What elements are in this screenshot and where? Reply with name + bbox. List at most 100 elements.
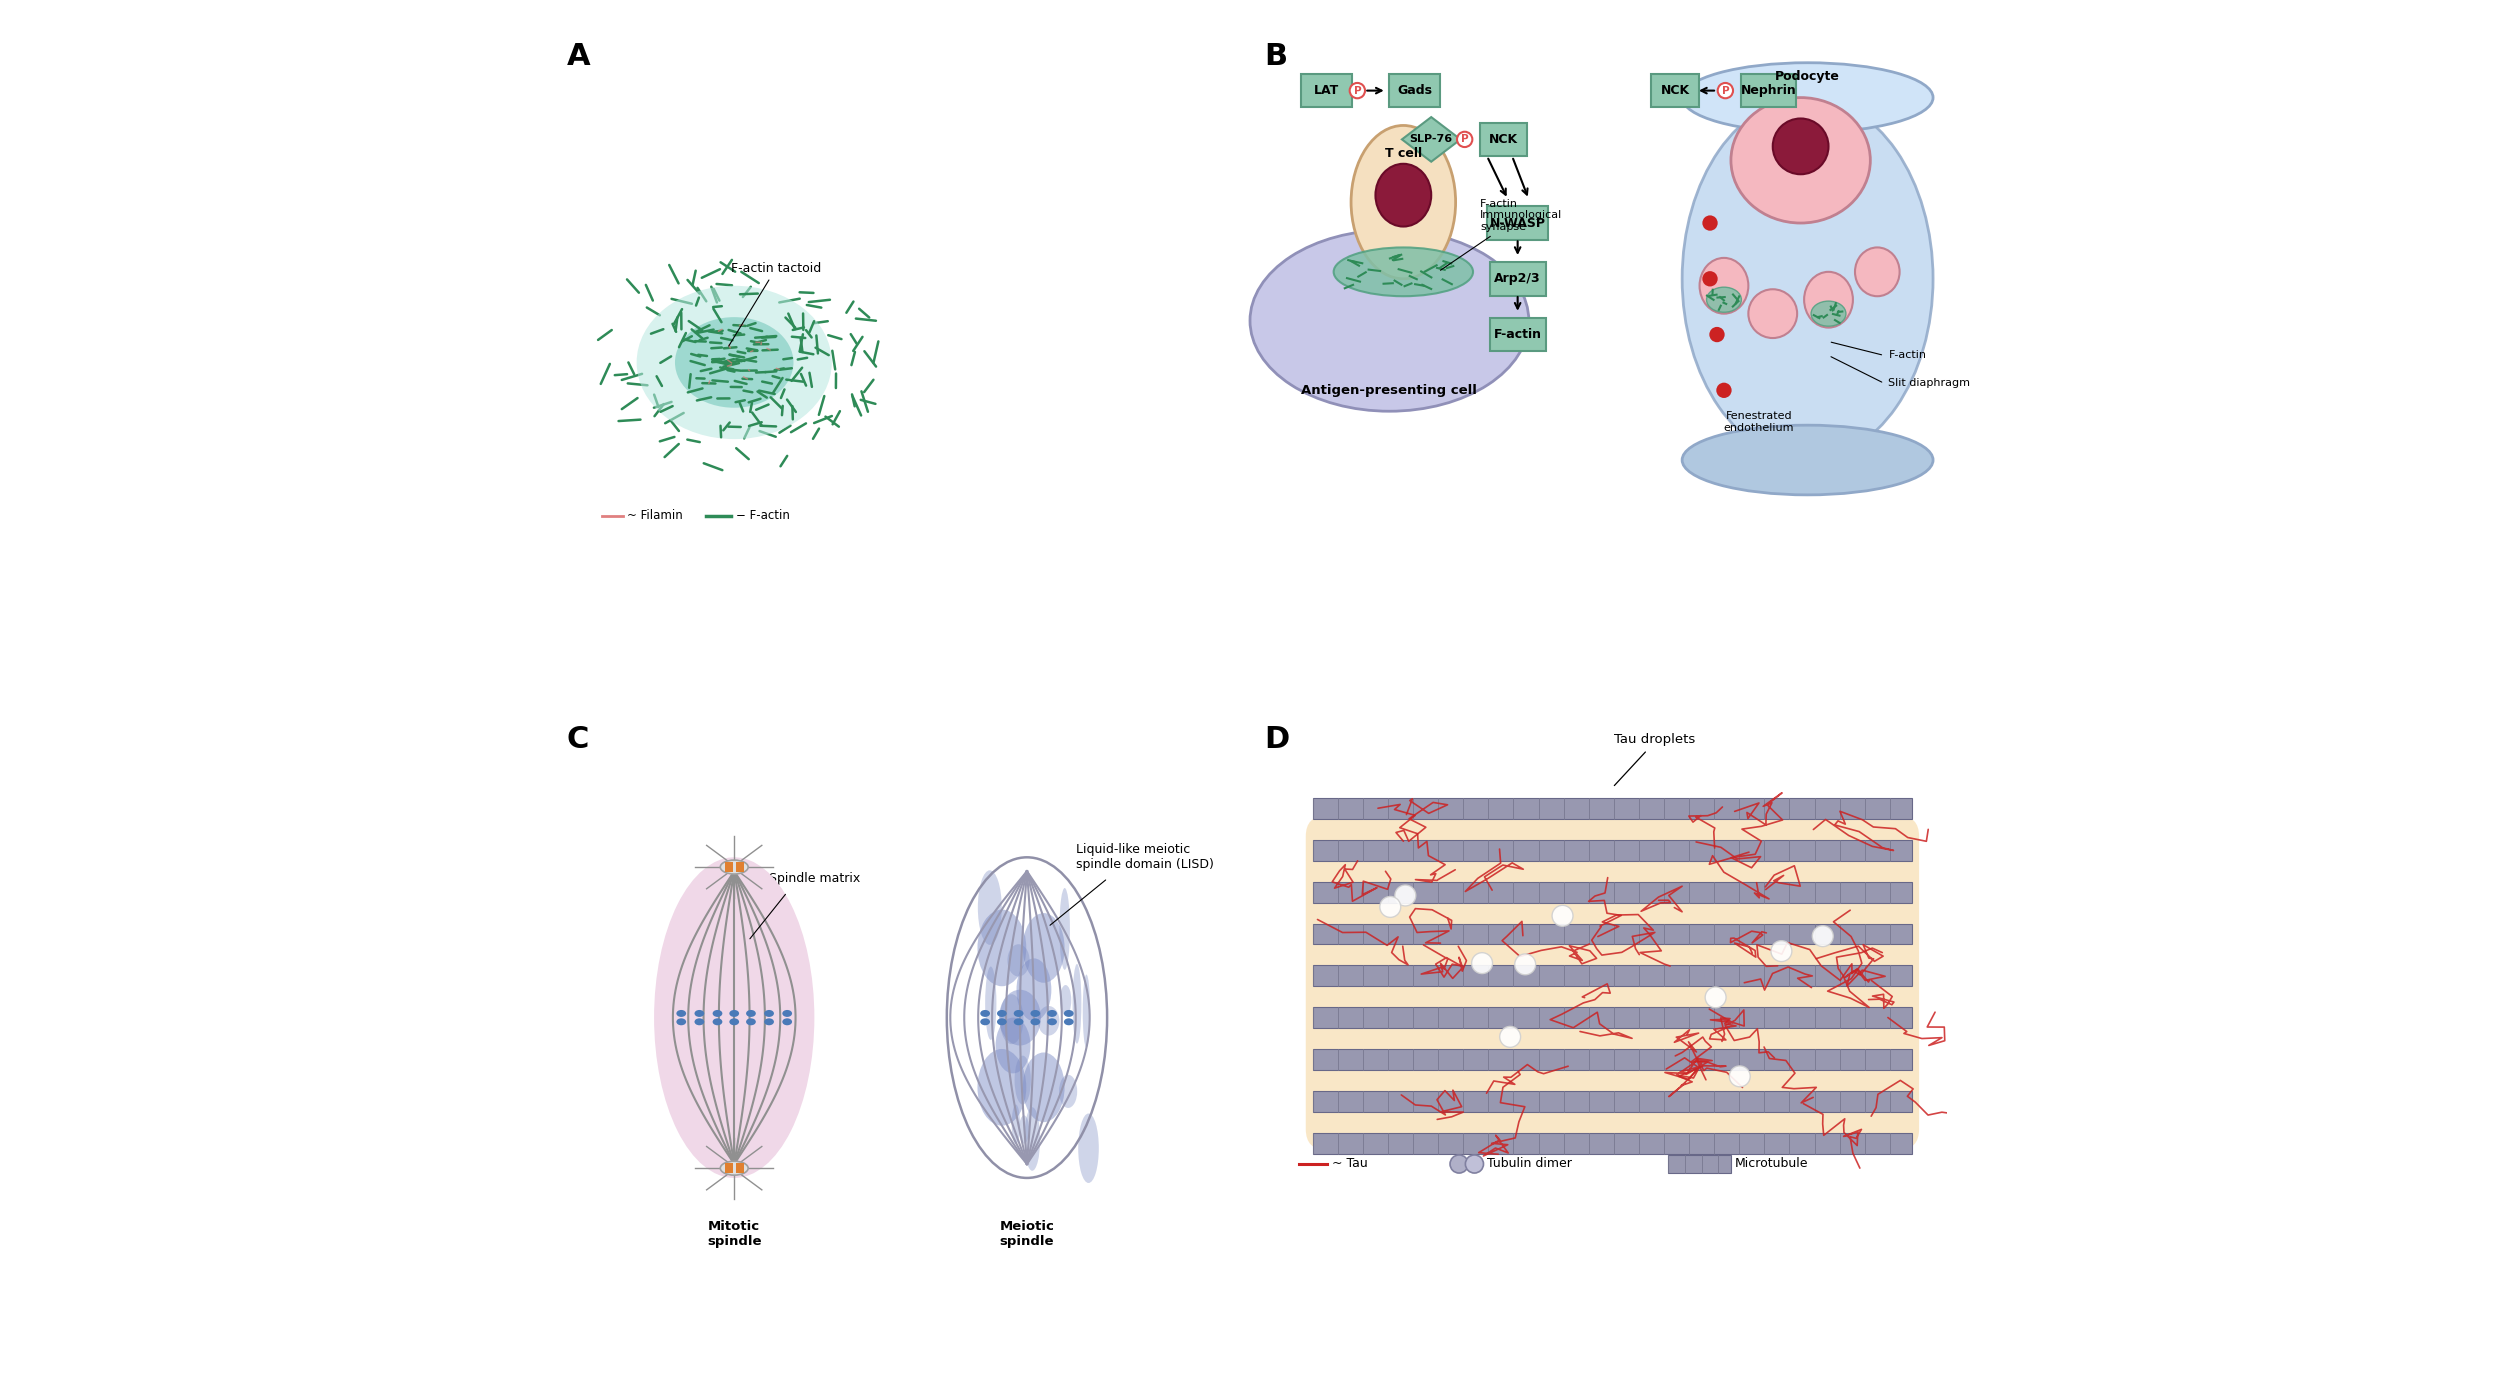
Circle shape bbox=[1515, 953, 1535, 974]
FancyBboxPatch shape bbox=[1740, 74, 1797, 107]
Ellipse shape bbox=[1805, 272, 1852, 328]
FancyBboxPatch shape bbox=[1312, 965, 1912, 987]
Text: Antigen-presenting cell: Antigen-presenting cell bbox=[1302, 383, 1478, 397]
Text: P: P bbox=[1460, 134, 1468, 145]
Ellipse shape bbox=[1025, 1107, 1040, 1171]
Ellipse shape bbox=[1730, 98, 1870, 223]
Ellipse shape bbox=[1015, 1055, 1030, 1104]
FancyBboxPatch shape bbox=[1652, 74, 1700, 107]
Ellipse shape bbox=[1810, 301, 1845, 326]
Bar bbox=[735, 1163, 742, 1174]
Text: − F-actin: − F-actin bbox=[735, 509, 790, 523]
Circle shape bbox=[1703, 270, 1718, 286]
Ellipse shape bbox=[1022, 1052, 1065, 1122]
Bar bbox=[725, 1163, 732, 1174]
Ellipse shape bbox=[978, 1048, 1028, 1126]
Text: Slit diaphragm: Slit diaphragm bbox=[1888, 378, 1970, 389]
Ellipse shape bbox=[720, 860, 748, 874]
Circle shape bbox=[1770, 941, 1792, 962]
Circle shape bbox=[1703, 215, 1718, 230]
Circle shape bbox=[1500, 1026, 1520, 1047]
Ellipse shape bbox=[1700, 258, 1748, 314]
Ellipse shape bbox=[1060, 986, 1072, 1015]
Text: Liquid-like meiotic
spindle domain (LISD): Liquid-like meiotic spindle domain (LISD… bbox=[1075, 843, 1212, 871]
Ellipse shape bbox=[1855, 247, 1900, 296]
Circle shape bbox=[1552, 905, 1572, 926]
Circle shape bbox=[1812, 926, 1832, 947]
Text: F-actin tactoid: F-actin tactoid bbox=[728, 262, 820, 346]
Text: Nephrin: Nephrin bbox=[1740, 84, 1797, 98]
Ellipse shape bbox=[1332, 247, 1472, 296]
Ellipse shape bbox=[1000, 994, 1022, 1044]
FancyBboxPatch shape bbox=[1312, 797, 1912, 820]
Ellipse shape bbox=[1250, 230, 1530, 411]
Text: Fenestrated
endothelium: Fenestrated endothelium bbox=[1722, 411, 1795, 432]
Text: NCK: NCK bbox=[1490, 132, 1518, 146]
Text: Tubulin dimer: Tubulin dimer bbox=[1488, 1157, 1572, 1171]
FancyBboxPatch shape bbox=[1490, 318, 1545, 351]
FancyBboxPatch shape bbox=[1490, 262, 1545, 296]
Ellipse shape bbox=[1038, 1006, 1060, 1036]
FancyBboxPatch shape bbox=[1388, 74, 1440, 107]
Bar bbox=[735, 861, 742, 873]
Ellipse shape bbox=[1065, 1009, 1072, 1018]
FancyBboxPatch shape bbox=[1305, 815, 1920, 1150]
Ellipse shape bbox=[1682, 98, 1932, 460]
Text: T cell: T cell bbox=[1385, 146, 1422, 160]
Ellipse shape bbox=[782, 1018, 792, 1026]
Ellipse shape bbox=[978, 910, 1028, 987]
Ellipse shape bbox=[745, 1009, 755, 1018]
Ellipse shape bbox=[1008, 944, 1030, 977]
Ellipse shape bbox=[1072, 963, 1082, 1044]
Text: B: B bbox=[1265, 42, 1288, 71]
Ellipse shape bbox=[998, 1009, 1008, 1018]
Circle shape bbox=[1710, 326, 1725, 342]
Ellipse shape bbox=[720, 1161, 748, 1175]
Text: Arp2/3: Arp2/3 bbox=[1495, 272, 1540, 286]
Text: D: D bbox=[1265, 725, 1290, 754]
Circle shape bbox=[1705, 987, 1725, 1008]
Ellipse shape bbox=[1772, 118, 1828, 174]
Circle shape bbox=[1450, 1154, 1468, 1174]
Ellipse shape bbox=[1017, 959, 1052, 1020]
Ellipse shape bbox=[1748, 290, 1798, 339]
Ellipse shape bbox=[948, 857, 1108, 1178]
Text: Tau droplets: Tau droplets bbox=[1612, 733, 1695, 746]
Text: C: C bbox=[568, 725, 590, 754]
Ellipse shape bbox=[765, 1009, 775, 1018]
Text: F-actin: F-actin bbox=[1888, 350, 1928, 361]
Ellipse shape bbox=[1013, 1104, 1020, 1144]
Text: ~ Filamin: ~ Filamin bbox=[628, 509, 682, 523]
Ellipse shape bbox=[1048, 1018, 1058, 1026]
Circle shape bbox=[1718, 84, 1732, 98]
Ellipse shape bbox=[1060, 888, 1070, 970]
FancyBboxPatch shape bbox=[1488, 206, 1548, 240]
FancyBboxPatch shape bbox=[1312, 1090, 1912, 1112]
Ellipse shape bbox=[1022, 913, 1065, 983]
Ellipse shape bbox=[730, 1018, 740, 1026]
Text: Microtubule: Microtubule bbox=[1735, 1157, 1807, 1171]
Ellipse shape bbox=[675, 316, 792, 407]
FancyBboxPatch shape bbox=[1668, 1154, 1730, 1174]
Ellipse shape bbox=[1048, 1009, 1058, 1018]
Text: N-WASP: N-WASP bbox=[1490, 216, 1545, 230]
Circle shape bbox=[1718, 382, 1732, 399]
Ellipse shape bbox=[1030, 1018, 1040, 1026]
Ellipse shape bbox=[1082, 974, 1090, 1048]
FancyBboxPatch shape bbox=[1480, 123, 1528, 156]
FancyBboxPatch shape bbox=[1312, 1048, 1912, 1071]
Ellipse shape bbox=[978, 870, 1002, 945]
Ellipse shape bbox=[1682, 425, 1932, 495]
Ellipse shape bbox=[980, 1018, 990, 1026]
Ellipse shape bbox=[995, 1018, 1030, 1073]
Ellipse shape bbox=[985, 966, 998, 1040]
Ellipse shape bbox=[1020, 1115, 1030, 1143]
Ellipse shape bbox=[712, 1018, 722, 1026]
Text: LAT: LAT bbox=[1315, 84, 1340, 98]
Ellipse shape bbox=[678, 1009, 685, 1018]
FancyBboxPatch shape bbox=[1312, 924, 1912, 945]
Bar bbox=[725, 861, 732, 873]
Ellipse shape bbox=[1375, 164, 1430, 226]
Ellipse shape bbox=[998, 1018, 1008, 1026]
Polygon shape bbox=[1403, 117, 1460, 162]
